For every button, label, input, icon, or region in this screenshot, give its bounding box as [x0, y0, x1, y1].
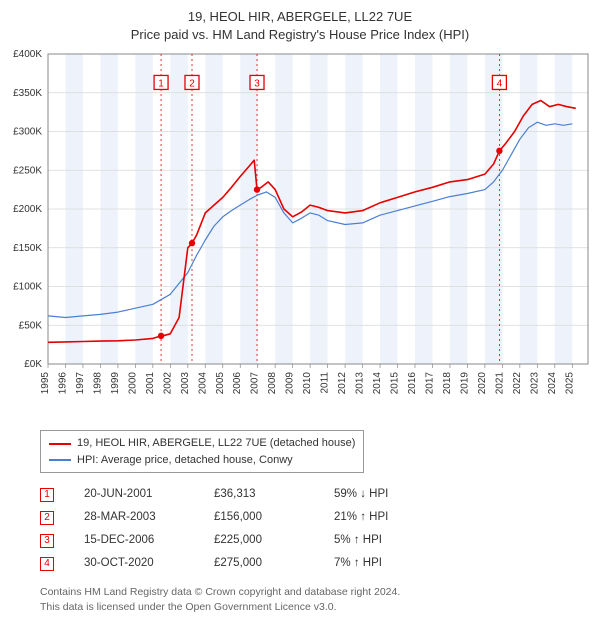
- sales-row: 228-MAR-2003£156,00021% ↑ HPI: [40, 506, 600, 529]
- sales-diff: 59% ↓ HPI: [334, 483, 454, 506]
- sales-table: 120-JUN-2001£36,31359% ↓ HPI228-MAR-2003…: [40, 483, 600, 575]
- legend-row: 19, HEOL HIR, ABERGELE, LL22 7UE (detach…: [49, 435, 355, 452]
- sales-price: £225,000: [214, 529, 334, 552]
- sale-marker-number: 1: [158, 79, 164, 90]
- chart-svg: £0K £50K £100K £150K £200K £250K £300K £350K £40…: [0, 44, 600, 424]
- legend-label: 19, HEOL HIR, ABERGELE, LL22 7UE (detach…: [77, 435, 355, 452]
- sales-date: 15-DEC-2006: [54, 529, 214, 552]
- x-tick-label: 2009: [285, 372, 296, 395]
- x-tick-label: 2006: [232, 372, 243, 395]
- y-tick-label: £0K: [24, 359, 42, 370]
- x-tick-label: 2002: [162, 372, 173, 395]
- sales-row: 315-DEC-2006£225,0005% ↑ HPI: [40, 529, 600, 552]
- sales-price: £275,000: [214, 552, 334, 575]
- footer-line1: Contains HM Land Registry data © Crown c…: [40, 585, 600, 600]
- sale-marker-number: 4: [497, 79, 503, 90]
- x-tick-label: 2004: [197, 372, 208, 395]
- legend-swatch: [49, 459, 71, 460]
- x-tick-label: 1995: [40, 372, 51, 395]
- x-tick-label: 2000: [127, 372, 138, 395]
- sales-price: £156,000: [214, 506, 334, 529]
- sales-date: 28-MAR-2003: [54, 506, 214, 529]
- y-tick-label: £250K: [13, 166, 42, 177]
- sales-row: 430-OCT-2020£275,0007% ↑ HPI: [40, 552, 600, 575]
- y-tick-label: £100K: [13, 282, 42, 293]
- x-tick-label: 2011: [320, 372, 331, 394]
- x-tick-label: 2020: [477, 372, 488, 395]
- chart-title: 19, HEOL HIR, ABERGELE, LL22 7UE Price p…: [0, 0, 600, 44]
- x-tick-label: 2012: [337, 372, 348, 395]
- x-tick-label: 2007: [250, 372, 261, 395]
- sales-marker-box: 1: [40, 488, 54, 502]
- sales-marker-box: 4: [40, 557, 54, 571]
- x-tick-label: 2025: [564, 372, 575, 395]
- y-tick-label: £400K: [13, 49, 42, 60]
- x-tick-label: 2019: [459, 372, 470, 395]
- x-tick-label: 1999: [110, 372, 121, 395]
- legend-label: HPI: Average price, detached house, Conw…: [77, 452, 293, 469]
- x-tick-label: 2024: [547, 372, 558, 395]
- x-tick-label: 2015: [390, 372, 401, 395]
- title-address: 19, HEOL HIR, ABERGELE, LL22 7UE: [0, 8, 600, 26]
- sales-price: £36,313: [214, 483, 334, 506]
- x-tick-label: 2014: [372, 372, 383, 395]
- y-tick-label: £50K: [19, 321, 43, 332]
- sales-diff: 21% ↑ HPI: [334, 506, 454, 529]
- sales-date: 30-OCT-2020: [54, 552, 214, 575]
- sales-date: 20-JUN-2001: [54, 483, 214, 506]
- x-tick-label: 2023: [529, 372, 540, 395]
- legend-box: 19, HEOL HIR, ABERGELE, LL22 7UE (detach…: [40, 430, 364, 473]
- legend-swatch: [49, 443, 71, 445]
- x-tick-label: 1996: [57, 372, 68, 395]
- x-tick-label: 2021: [494, 372, 505, 395]
- x-tick-label: 2010: [302, 372, 313, 395]
- footer: Contains HM Land Registry data © Crown c…: [40, 585, 600, 614]
- y-tick-label: £300K: [13, 127, 42, 138]
- title-subtitle: Price paid vs. HM Land Registry's House …: [0, 26, 600, 44]
- x-tick-label: 2017: [424, 372, 435, 395]
- sales-row: 120-JUN-2001£36,31359% ↓ HPI: [40, 483, 600, 506]
- sales-marker-box: 3: [40, 534, 54, 548]
- x-tick-label: 2005: [215, 372, 226, 395]
- x-tick-label: 2018: [442, 372, 453, 395]
- y-tick-label: £200K: [13, 204, 42, 215]
- sale-marker-number: 3: [254, 79, 260, 90]
- x-tick-label: 2022: [512, 372, 523, 395]
- footer-line2: This data is licensed under the Open Gov…: [40, 600, 600, 615]
- legend-row: HPI: Average price, detached house, Conw…: [49, 452, 355, 469]
- y-tick-label: £350K: [13, 88, 42, 99]
- y-tick-label: £150K: [13, 243, 42, 254]
- x-tick-label: 2001: [145, 372, 156, 395]
- sales-diff: 7% ↑ HPI: [334, 552, 454, 575]
- chart-container: 19, HEOL HIR, ABERGELE, LL22 7UE Price p…: [0, 0, 600, 620]
- x-tick-label: 1998: [92, 372, 103, 395]
- sales-marker-box: 2: [40, 511, 54, 525]
- sales-diff: 5% ↑ HPI: [334, 529, 454, 552]
- x-tick-label: 2008: [267, 372, 278, 395]
- x-tick-label: 2016: [407, 372, 418, 395]
- x-tick-label: 1997: [75, 372, 86, 395]
- x-tick-label: 2003: [180, 372, 191, 395]
- x-tick-label: 2013: [355, 372, 366, 395]
- sale-marker-number: 2: [189, 79, 195, 90]
- chart-svg-wrap: £0K £50K £100K £150K £200K £250K £300K £350K £40…: [0, 44, 600, 424]
